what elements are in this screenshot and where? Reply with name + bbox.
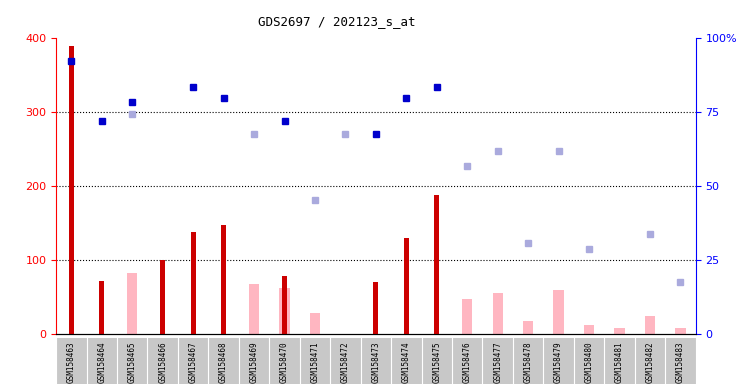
Bar — [221, 225, 226, 334]
Bar — [645, 316, 655, 334]
Bar — [404, 238, 408, 334]
Bar — [300, 338, 330, 384]
Bar — [249, 284, 260, 334]
Bar — [435, 195, 439, 334]
Bar — [665, 338, 696, 384]
Bar — [543, 338, 574, 384]
Text: GSM158475: GSM158475 — [432, 342, 441, 383]
Bar — [614, 328, 625, 334]
Bar — [482, 338, 513, 384]
Bar — [554, 290, 564, 334]
Bar — [523, 321, 533, 334]
Bar — [239, 338, 269, 384]
Text: GSM158479: GSM158479 — [554, 342, 563, 383]
Text: GSM158468: GSM158468 — [219, 342, 228, 383]
Bar — [127, 273, 138, 334]
Bar — [282, 276, 287, 334]
Bar — [422, 338, 452, 384]
Bar — [675, 328, 686, 334]
Text: GSM158472: GSM158472 — [341, 342, 350, 383]
Text: GSM158471: GSM158471 — [310, 342, 319, 383]
Text: GSM158481: GSM158481 — [615, 342, 624, 383]
Bar — [99, 281, 104, 334]
Bar — [361, 338, 391, 384]
Bar — [492, 293, 503, 334]
Bar — [178, 338, 209, 384]
Text: GSM158469: GSM158469 — [250, 342, 259, 383]
Bar — [117, 338, 147, 384]
Text: GSM158464: GSM158464 — [97, 342, 106, 383]
Text: GSM158482: GSM158482 — [646, 342, 654, 383]
Bar — [310, 313, 320, 334]
Bar — [604, 338, 635, 384]
Bar — [584, 325, 594, 334]
Text: GSM158470: GSM158470 — [280, 342, 289, 383]
Text: GDS2697 / 202123_s_at: GDS2697 / 202123_s_at — [258, 15, 415, 28]
Text: GSM158466: GSM158466 — [158, 342, 168, 383]
Text: GSM158480: GSM158480 — [584, 342, 594, 383]
Text: GSM158476: GSM158476 — [463, 342, 472, 383]
Text: GSM158478: GSM158478 — [524, 342, 533, 383]
Bar — [56, 338, 87, 384]
Text: GSM158477: GSM158477 — [493, 342, 502, 383]
Bar — [160, 260, 165, 334]
Bar — [462, 299, 473, 334]
Text: GSM158473: GSM158473 — [371, 342, 381, 383]
Bar — [279, 288, 289, 334]
Text: GSM158463: GSM158463 — [67, 342, 76, 383]
Text: GSM158483: GSM158483 — [676, 342, 685, 383]
Text: GSM158474: GSM158474 — [402, 342, 411, 383]
Bar — [69, 46, 74, 334]
Bar — [191, 232, 195, 334]
Text: GSM158467: GSM158467 — [188, 342, 197, 383]
Bar — [373, 282, 378, 334]
Text: GSM158465: GSM158465 — [128, 342, 137, 383]
